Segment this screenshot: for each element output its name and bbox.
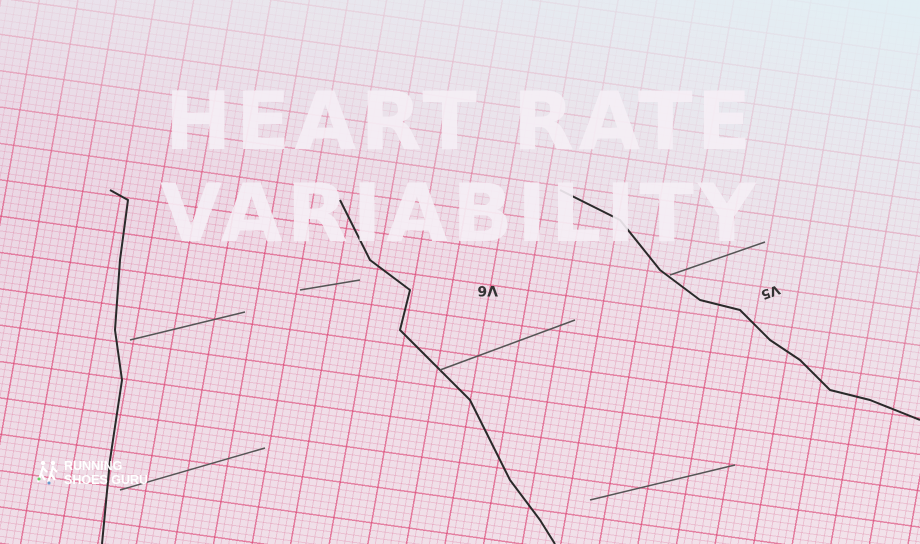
lead-label-v6: V6 [477,282,498,298]
ecg-trace [339,199,556,544]
logo-line-1: RUNNING [64,459,123,473]
title-line-2: VARIABILITY [160,167,760,260]
runners-icon [36,460,58,485]
logo-line-2: SHOES GURU [64,473,149,487]
logo: RUNNING SHOES GURU [36,459,148,487]
title-line-1: HEART RATE [164,75,756,168]
ecg-trace [101,189,129,544]
ecg-trace [559,189,920,421]
lead-label-v5: V5 [759,281,782,302]
